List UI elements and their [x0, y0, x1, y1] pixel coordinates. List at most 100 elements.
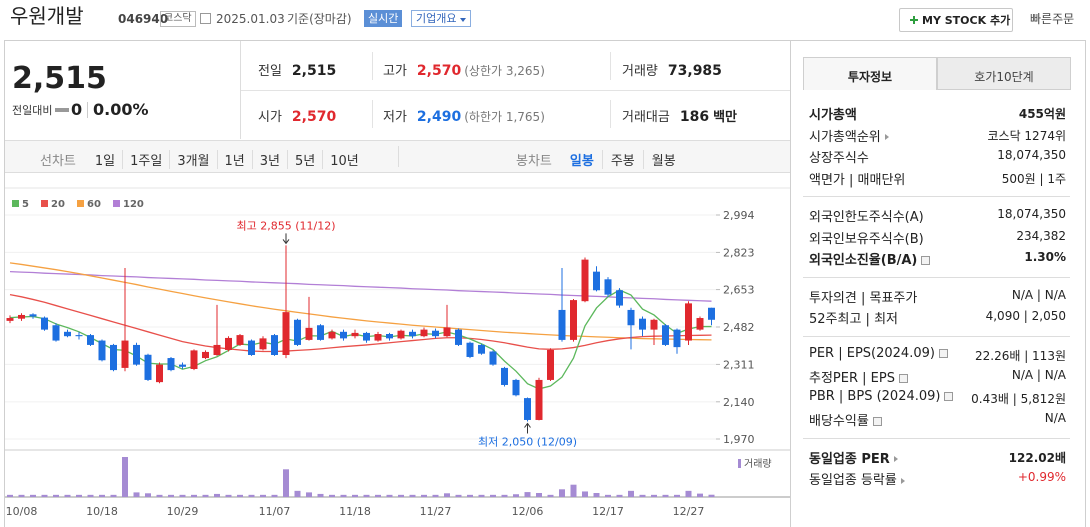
period-tab[interactable]: 1주일 — [122, 150, 169, 169]
info-tab-text: 투자정보 — [847, 70, 893, 84]
info-value: 122.02배 — [1008, 450, 1066, 465]
help-icon — [944, 391, 954, 401]
info-value: N/A | N/A — [1011, 287, 1066, 302]
volume-bar — [616, 494, 623, 497]
x-tick-label: 10/08 — [6, 505, 38, 518]
quick-order-button[interactable]: 빠른주문 — [1030, 12, 1075, 26]
summary-label: 거래량 — [622, 64, 658, 79]
info-label-text: 액면가 | 매매단위 — [809, 172, 906, 188]
period-tab[interactable]: 1년 — [216, 150, 252, 169]
market-badge: 코스닥 — [160, 11, 196, 27]
volume-bar — [110, 494, 117, 497]
candle-body — [535, 379, 543, 420]
x-tick-label: 11/27 — [420, 505, 452, 518]
candle-chart-label: 봉차트 — [516, 154, 552, 169]
info-value: 코스닥 1274위 — [987, 128, 1066, 143]
separator — [241, 90, 790, 91]
info-tab[interactable]: 투자정보 — [803, 57, 937, 90]
info-label: 동일업종 등락률 — [809, 469, 905, 488]
candle-tab[interactable]: 월봉 — [642, 150, 684, 169]
candle-body — [604, 279, 612, 295]
my-stock-button[interactable]: MY STOCK 추가 — [899, 8, 1013, 32]
volume-bar — [432, 494, 439, 497]
period-tab[interactable]: 3개월 — [169, 150, 216, 169]
info-label-text: PER | EPS(2024.09) — [809, 345, 935, 361]
y-tick-label: 2,311 — [723, 358, 755, 371]
volume-bar — [570, 484, 577, 497]
volume-bar — [513, 494, 519, 497]
volume-bar — [260, 494, 266, 497]
company-info-button[interactable]: 기업개요 — [411, 10, 472, 27]
volume-bar — [478, 494, 485, 497]
y-tick-label: 1,970 — [723, 433, 755, 446]
moving-average-line — [9, 293, 712, 353]
info-label: 외국인소진율(B/A) — [809, 249, 931, 268]
summary-label: 거래대금 — [622, 110, 670, 125]
volume-bar — [501, 494, 508, 497]
summary-unit: 백만 — [713, 110, 737, 125]
candle-body — [363, 332, 370, 341]
info-value: 455억원 — [1018, 107, 1066, 121]
legend-label: 5 — [22, 199, 29, 210]
summary-label: 시가 — [258, 110, 282, 125]
volume-bar — [352, 494, 358, 497]
volume-bar — [628, 490, 634, 497]
volume-bar — [283, 469, 289, 497]
moving-average-line — [9, 289, 712, 390]
volume-bar — [7, 494, 13, 497]
candle-body — [144, 354, 152, 380]
candle-body — [248, 340, 255, 355]
info-label-text: 외국인한도주식수(A) — [809, 210, 924, 225]
volume-bar — [30, 494, 36, 497]
info-label-text: 동일업종 등락률 — [809, 473, 897, 488]
candle-body — [190, 350, 198, 369]
volume-bar — [214, 493, 220, 497]
realtime-button[interactable]: 실시간 — [364, 10, 403, 27]
summary-item: 저가 2,490 (하한가 1,765) — [383, 106, 545, 125]
candle-body — [489, 351, 497, 365]
info-value: 1.30% — [1024, 250, 1066, 264]
plus-icon — [910, 16, 918, 24]
candle-tab[interactable]: 주봉 — [601, 150, 643, 169]
x-tick-label: 10/29 — [167, 505, 199, 518]
candle-body — [386, 334, 393, 339]
candle-body — [593, 271, 600, 291]
volume-bar — [329, 494, 335, 497]
candle-body — [133, 344, 140, 365]
period-tab[interactable]: 5년 — [287, 150, 322, 169]
volume-bar — [685, 490, 692, 497]
volume-bar — [294, 490, 301, 497]
arrow-icon — [893, 456, 898, 462]
volume-bar — [674, 494, 680, 497]
x-tick-label: 12/17 — [592, 505, 624, 518]
summary-item: 고가 2,570 (상한가 3,265) — [383, 60, 545, 79]
x-tick-label: 11/07 — [259, 505, 291, 518]
period-tab[interactable]: 1일 — [94, 154, 116, 169]
legend-swatch — [41, 200, 48, 207]
volume-bar — [444, 493, 450, 497]
separator — [398, 146, 399, 167]
candle-body — [432, 330, 439, 337]
period-tab[interactable]: 10년 — [322, 150, 366, 169]
info-tab[interactable]: 호가10단계 — [937, 57, 1071, 90]
legend-swatch — [12, 200, 19, 207]
group-separator — [803, 335, 1070, 337]
info-label-text: 투자의견 | 목표주가 — [809, 290, 918, 306]
change-label: 전일대비 — [12, 104, 53, 117]
low-annotation: 최저 2,050 (12/09) — [478, 436, 577, 449]
change-rate: 0.00% — [93, 100, 149, 119]
period-tab[interactable]: 3년 — [251, 150, 287, 169]
candle-body — [317, 325, 324, 340]
candle-body — [616, 290, 623, 306]
change: 0 — [71, 100, 83, 119]
candle-body — [673, 329, 681, 348]
candle-body — [202, 351, 209, 359]
candle-body — [179, 364, 186, 367]
candle-body — [305, 327, 313, 340]
volume-bar — [582, 491, 588, 497]
candle-tab[interactable]: 일봉 — [569, 154, 594, 169]
arrow-icon — [900, 477, 905, 484]
legend-label: 20 — [51, 199, 65, 210]
volume-bar — [421, 494, 427, 497]
